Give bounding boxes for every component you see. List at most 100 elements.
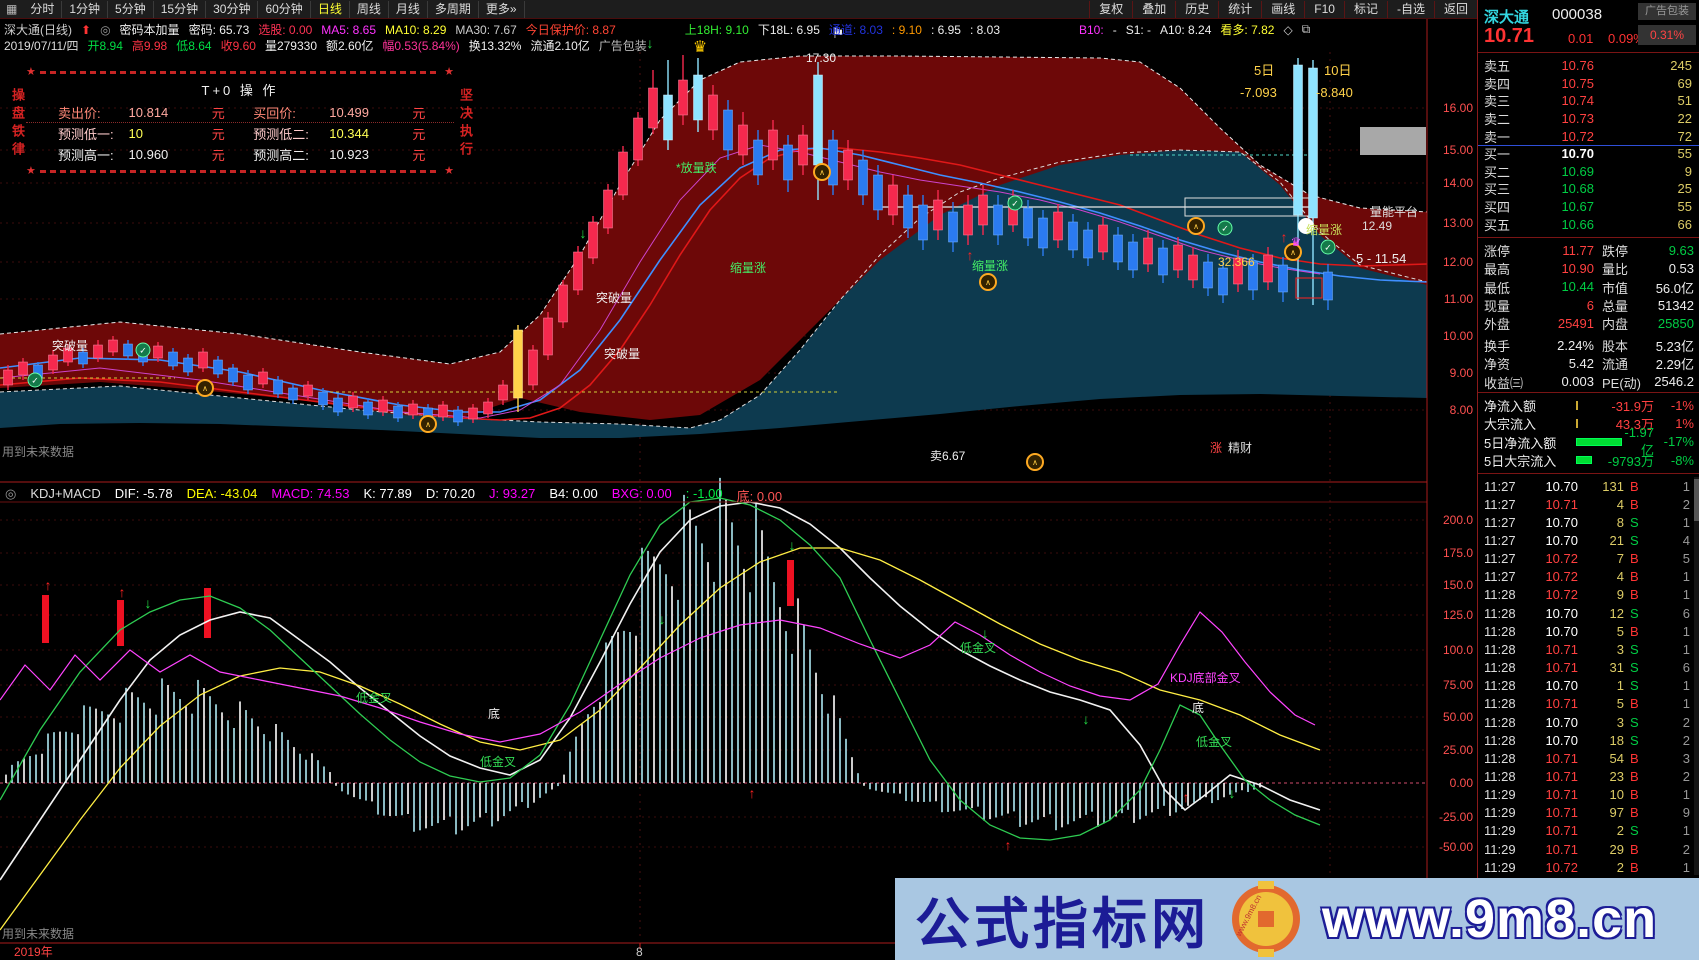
- tick-row[interactable]: 11:28 10.70 5 B 1: [1478, 622, 1699, 640]
- tick-row[interactable]: 11:28 10.71 31 S 6: [1478, 659, 1699, 677]
- menu-item-统计[interactable]: 统计: [1218, 0, 1261, 18]
- orderbook-row-ask[interactable]: 卖二 10.73 22: [1478, 110, 1699, 128]
- stats-row: 最低 10.44 市值 56.0亿: [1478, 278, 1699, 296]
- tick-row[interactable]: 11:27 10.70 8 S 1: [1478, 513, 1699, 531]
- watermark-banner[interactable]: 公式指标网 www.9m8.cn www.9m8.cn: [895, 878, 1699, 960]
- chart-annotation: 突破量: [604, 347, 641, 361]
- menu-item-15分钟[interactable]: 15分钟: [154, 0, 207, 18]
- orderbook-row-ask[interactable]: 卖四 10.75 69: [1478, 75, 1699, 93]
- menu-item-60分钟[interactable]: 60分钟: [258, 0, 311, 18]
- info-segment: MA10: 8.29: [385, 22, 447, 37]
- menu-item-F10[interactable]: F10: [1304, 0, 1344, 18]
- reference-lines: [0, 127, 1426, 393]
- menu-item-5分钟[interactable]: 5分钟: [108, 0, 154, 18]
- menu-item-多周期[interactable]: 多周期: [428, 0, 479, 18]
- tick-volume: 2: [1616, 859, 1624, 875]
- menu-item-1分钟[interactable]: 1分钟: [62, 0, 109, 18]
- menu-item-返回[interactable]: 返回: [1433, 0, 1477, 18]
- indicator-panel: [0, 477, 1427, 835]
- tick-row[interactable]: 11:28 10.71 54 B 3: [1478, 749, 1699, 767]
- tick-direction: S: [1630, 660, 1639, 676]
- orderbook-row-ask[interactable]: 卖三 10.74 51: [1478, 92, 1699, 110]
- menu-item-叠加[interactable]: 叠加: [1132, 0, 1175, 18]
- tick-volume: 8: [1616, 514, 1624, 530]
- tick-row[interactable]: 11:28 10.71 5 B 1: [1478, 695, 1699, 713]
- tick-row[interactable]: 11:28 10.71 3 S 1: [1478, 640, 1699, 658]
- tick-row[interactable]: 11:27 10.72 7 B 5: [1478, 550, 1699, 568]
- tick-price: 10.72: [1545, 587, 1578, 603]
- orderbook-row-bid[interactable]: 买三 10.68 25: [1478, 180, 1699, 198]
- app-window-icon[interactable]: ▦: [6, 2, 18, 16]
- t0-cell: 预测高二:: [253, 148, 309, 163]
- tick-count: 3: [1682, 750, 1690, 766]
- tick-row[interactable]: 11:28 10.72 9 B 1: [1478, 586, 1699, 604]
- orderbook-row-ask[interactable]: 卖五 10.76 245: [1478, 57, 1699, 75]
- axis-tick-label: 175.0: [1442, 546, 1473, 560]
- svg-text:↓: ↓: [1229, 785, 1236, 801]
- kdj-header-segment: DIF: -5.78: [114, 486, 173, 501]
- tick-time: 11:29: [1484, 805, 1516, 821]
- scrollbar-thumb[interactable]: [1694, 479, 1699, 521]
- tick-row[interactable]: 11:29 10.71 97 B 9: [1478, 804, 1699, 822]
- stat-label: 换手: [1484, 338, 1511, 354]
- ad-button[interactable]: 广告包装: [1638, 3, 1696, 20]
- indicator-markers: ↑ ↑ ↑ ↑ ↑ ↓ ↓ ↓ ↓ ↓ ↓: [45, 537, 1236, 853]
- menu-item-月线[interactable]: 月线: [389, 0, 428, 18]
- tick-row[interactable]: 11:28 10.70 18 S 2: [1478, 731, 1699, 749]
- orderbook-row-bid[interactable]: 买一 10.70 55: [1478, 145, 1699, 163]
- tick-row[interactable]: 11:27 10.72 4 B 1: [1478, 568, 1699, 586]
- stat-value: 6: [1586, 297, 1594, 313]
- tick-row[interactable]: 11:29 10.71 10 B 1: [1478, 786, 1699, 804]
- menu-item-周线[interactable]: 周线: [350, 0, 389, 18]
- tick-row[interactable]: 11:28 10.70 12 S 6: [1478, 604, 1699, 622]
- menu-item--自选[interactable]: -自选: [1386, 0, 1434, 18]
- tick-time: 11:28: [1484, 732, 1516, 748]
- tick-row[interactable]: 11:28 10.70 3 S 2: [1478, 713, 1699, 731]
- orderbook-price: 10.76: [1561, 58, 1594, 74]
- stats-row: 最高 10.90 量比 0.53: [1478, 259, 1699, 277]
- orderbook-volume: 66: [1677, 216, 1692, 232]
- sidebar-stock-name: 深大通: [1484, 9, 1530, 26]
- tick-row[interactable]: 11:28 10.71 23 B 2: [1478, 767, 1699, 785]
- menu-item-画线[interactable]: 画线: [1261, 0, 1304, 18]
- chart-annotation: 10日: [1324, 63, 1352, 78]
- tick-price: 10.71: [1545, 805, 1578, 821]
- svg-text:∧: ∧: [985, 278, 991, 287]
- svg-text:↓: ↓: [982, 625, 989, 641]
- svg-text:∧: ∧: [1032, 458, 1038, 467]
- tick-row[interactable]: 11:27 10.71 4 B 2: [1478, 495, 1699, 513]
- svg-text:↑: ↑: [1281, 229, 1288, 245]
- menu-item-复权[interactable]: 复权: [1089, 0, 1132, 18]
- menu-item-30分钟[interactable]: 30分钟: [206, 0, 259, 18]
- axis-tick-label: 8.00: [1449, 403, 1473, 417]
- tick-row[interactable]: 11:27 10.70 21 S 4: [1478, 531, 1699, 549]
- orderbook-row-bid[interactable]: 买五 10.66 66: [1478, 215, 1699, 233]
- t0-cell: 卖出价:: [58, 105, 101, 121]
- orderbook-row-bid[interactable]: 买二 10.69 9: [1478, 163, 1699, 181]
- tick-row[interactable]: 11:29 10.71 29 B 2: [1478, 840, 1699, 858]
- tick-count: 2: [1682, 496, 1690, 512]
- tick-row[interactable]: 11:29 10.71 2 S 1: [1478, 822, 1699, 840]
- menu-item-更多»[interactable]: 更多»: [479, 0, 525, 18]
- ad-pct-badge[interactable]: 0.31%: [1638, 25, 1696, 45]
- orderbook-price: 10.67: [1561, 199, 1594, 215]
- tick-price: 10.71: [1545, 660, 1578, 676]
- tick-row[interactable]: 11:27 10.70 131 B 1: [1478, 477, 1699, 495]
- tick-row[interactable]: 11:28 10.70 1 S 1: [1478, 677, 1699, 695]
- menu-item-历史[interactable]: 历史: [1175, 0, 1218, 18]
- t0-cell: 元: [211, 105, 225, 121]
- menu-item-分时[interactable]: 分时: [23, 0, 63, 18]
- chart-annotation: -7.093: [1240, 85, 1277, 100]
- orderbook-row-bid[interactable]: 买四 10.67 55: [1478, 198, 1699, 216]
- info-segment: : 6.95: [930, 22, 961, 37]
- tick-scrollbar[interactable]: [1694, 477, 1699, 875]
- menu-item-日线[interactable]: 日线: [311, 0, 350, 18]
- tick-row[interactable]: 11:29 10.72 2 B 1: [1478, 858, 1699, 876]
- tick-count: 1: [1682, 823, 1690, 839]
- ohlc-segment: 换13.32%: [468, 39, 522, 53]
- axis-tick-label: 14.00: [1442, 176, 1473, 190]
- menu-item-标记[interactable]: 标记: [1343, 0, 1387, 18]
- orderbook-row-ask[interactable]: 卖一 10.72 72: [1478, 127, 1699, 145]
- svg-text:↓: ↓: [580, 225, 587, 241]
